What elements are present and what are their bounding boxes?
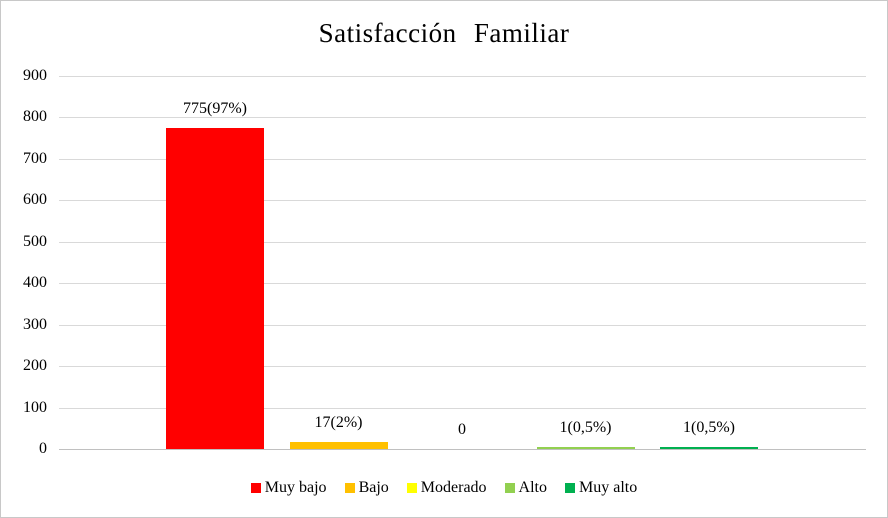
y-tick-label-500: 500 <box>23 233 47 250</box>
bar-alto <box>537 447 635 449</box>
y-tick-label-700: 700 <box>23 150 47 167</box>
legend-item-alto: Alto <box>504 478 547 498</box>
bar-muy-alto <box>660 447 758 449</box>
y-tick-label-200: 200 <box>23 357 47 374</box>
legend-label-muy-bajo: Muy bajo <box>264 479 327 496</box>
gridline-700 <box>59 159 866 160</box>
legend-item-muy-alto: Muy alto <box>565 478 637 498</box>
legend: Muy bajo Bajo Moderado Alto Muy alto <box>1 478 887 498</box>
legend-swatch-moderado <box>406 483 417 493</box>
legend-label-moderado: Moderado <box>420 479 487 496</box>
y-tick-label-900: 900 <box>23 67 47 84</box>
legend-item-moderado: Moderado <box>406 478 487 498</box>
legend-swatch-muy-bajo <box>250 483 261 493</box>
chart-title: Satisfacción Familiar <box>318 18 570 48</box>
gridline-400 <box>59 283 866 284</box>
data-label-bajo: 17(2%) <box>314 414 363 431</box>
legend-item-muy-bajo: Muy bajo <box>250 478 327 498</box>
x-axis-line <box>59 449 866 450</box>
legend-swatch-muy-alto <box>565 483 575 493</box>
bar-bajo <box>290 442 388 449</box>
gridline-100 <box>59 408 866 409</box>
y-tick-label-800: 800 <box>23 108 47 125</box>
legend-label-alto: Alto <box>518 479 547 496</box>
y-tick-label-0: 0 <box>39 440 47 457</box>
legend-swatch-alto <box>504 483 515 493</box>
data-label-alto: 1(0,5%) <box>559 419 612 436</box>
y-tick-label-400: 400 <box>23 274 47 291</box>
gridline-200 <box>59 366 866 367</box>
legend-label-bajo: Bajo <box>358 479 389 496</box>
gridline-900 <box>59 76 866 77</box>
bar-muy-bajo <box>166 128 264 449</box>
gridline-600 <box>59 200 866 201</box>
legend-label-muy-alto: Muy alto <box>579 479 638 496</box>
y-tick-label-100: 100 <box>23 399 47 416</box>
y-tick-label-300: 300 <box>23 316 47 333</box>
legend-swatch-bajo <box>344 483 355 493</box>
gridline-300 <box>59 325 866 326</box>
data-label-muy-bajo: 775(97%) <box>183 100 247 117</box>
y-tick-label-600: 600 <box>23 191 47 208</box>
gridline-800 <box>59 117 866 118</box>
legend-item-bajo: Bajo <box>344 478 389 498</box>
gridline-500 <box>59 242 866 243</box>
data-label-moderado: 0 <box>458 421 466 438</box>
data-label-muy-alto: 1(0,5%) <box>683 419 735 436</box>
